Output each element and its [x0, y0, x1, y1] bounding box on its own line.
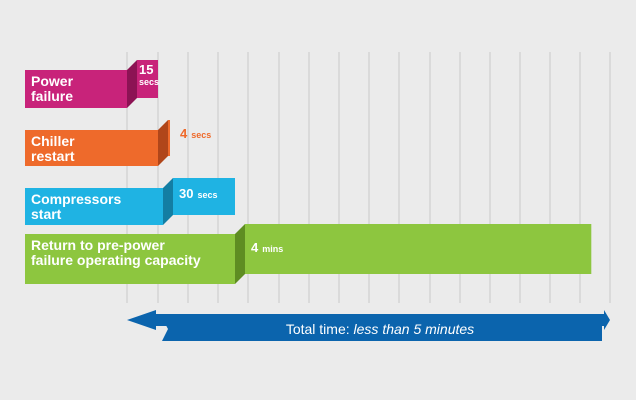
total-time-arrow: Total time: less than 5 minutes	[127, 310, 610, 341]
stage-fold	[127, 60, 137, 108]
stage-duration-bar	[137, 60, 158, 98]
stage-label-line: Power	[31, 73, 74, 89]
stage-label-line: restart	[31, 148, 75, 164]
stage-duration-unit: secs	[191, 130, 211, 140]
stage-label-band	[25, 188, 163, 225]
stage-duration-unit: secs	[139, 77, 159, 87]
total-time-prefix: Total time:	[286, 321, 354, 337]
stage-duration-bar	[168, 120, 170, 156]
stage-duration-value: 4	[180, 126, 188, 141]
total-arrow-banner	[162, 318, 602, 341]
stage-label: Return to pre-power failure operating cap…	[31, 237, 201, 268]
stage-label: Compressors start	[31, 191, 121, 222]
stage-duration-tag: 4 mins	[251, 240, 283, 255]
total-time-label: Total time: less than 5 minutes	[286, 321, 474, 337]
stage-duration-tag: 4 secs	[180, 126, 211, 141]
stage-return-to-pre-power: Return to pre-power failure operating cap…	[25, 224, 592, 284]
stage-label-line: failure operating capacity	[31, 252, 201, 268]
stage-label: Chiller restart	[31, 133, 75, 164]
stage-fold	[235, 224, 245, 284]
stage-duration-bar	[173, 178, 235, 215]
stage-label-line: failure	[31, 88, 73, 104]
stage-duration-bar	[245, 224, 592, 274]
stage-label-line: Return to pre-power	[31, 237, 165, 253]
stage-chiller: Chiller restart 4 secs	[25, 120, 211, 166]
stage-label: Power failure	[31, 73, 74, 104]
stage-label-line: Compressors	[31, 191, 121, 207]
stage-label-line: start	[31, 206, 62, 222]
stage-label-band	[25, 130, 158, 166]
stage-duration-value: 4	[251, 240, 259, 255]
stage-duration-value: 30	[179, 186, 193, 201]
stage-duration-tag: 30 secs	[179, 186, 218, 201]
stage-duration-unit: mins	[262, 244, 283, 254]
total-time-emphasis: less than 5 minutes	[354, 321, 475, 337]
stage-duration-unit: secs	[197, 190, 217, 200]
stage-label-band	[25, 70, 127, 108]
stage-fold	[163, 178, 173, 225]
stage-duration-value: 15	[139, 62, 153, 77]
stage-compressors: Compressors start 30 secs	[25, 178, 235, 225]
stage-fold	[158, 120, 168, 166]
stage-label-line: Chiller	[31, 133, 75, 149]
stage-label-band	[25, 234, 235, 284]
